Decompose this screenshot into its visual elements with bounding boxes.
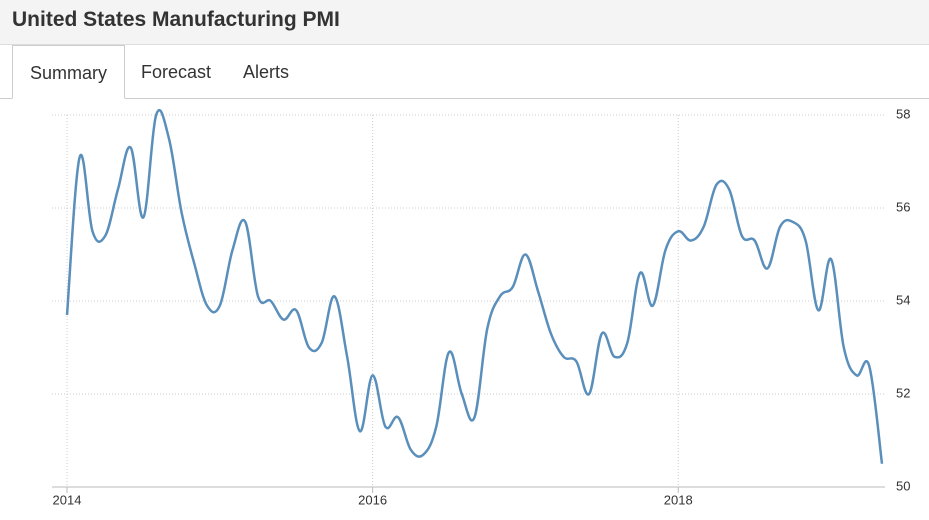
x-tick-label: 2016 xyxy=(358,492,387,507)
y-tick-label: 56 xyxy=(896,199,910,214)
y-tick-label: 54 xyxy=(896,292,910,307)
y-tick-label: 52 xyxy=(896,385,910,400)
y-tick-label: 50 xyxy=(896,478,910,493)
tab[interactable]: Forecast xyxy=(141,62,212,82)
header: United States Manufacturing PMI xyxy=(0,0,929,45)
x-tick-label: 2018 xyxy=(664,492,693,507)
y-tick-label: 58 xyxy=(896,106,910,121)
tab-bar: Summary Forecast Alerts xyxy=(0,45,929,99)
page-title: United States Manufacturing PMI xyxy=(12,8,340,31)
tab[interactable]: Alerts xyxy=(243,62,290,82)
tab[interactable]: Summary xyxy=(12,45,126,99)
data-line xyxy=(65,108,884,464)
x-tick-label: 2014 xyxy=(53,492,82,507)
